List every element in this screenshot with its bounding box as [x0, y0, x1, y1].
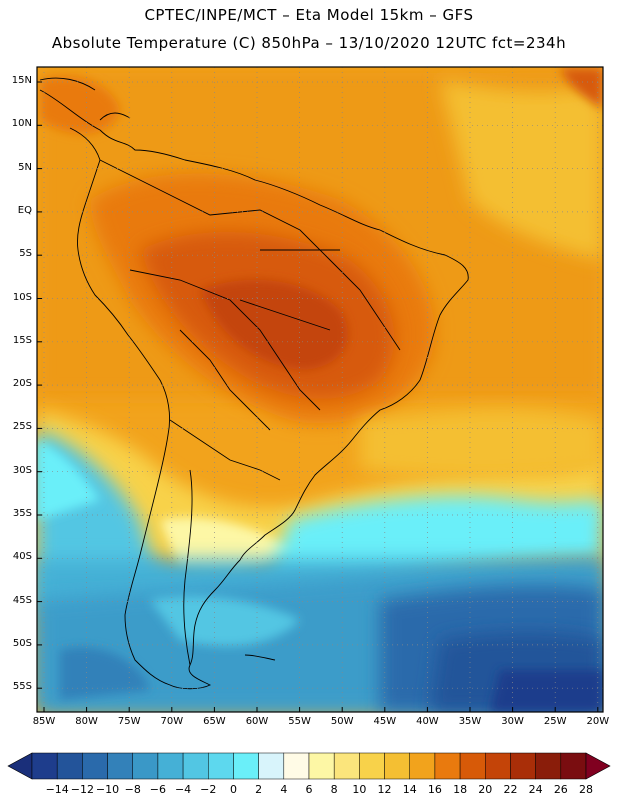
- lat-label: 35S: [12, 508, 32, 519]
- colorbar-label: 0: [229, 783, 237, 796]
- colorbar: [7, 752, 611, 780]
- colorbar-label: 14: [402, 783, 417, 796]
- colorbar-label: 20: [478, 783, 493, 796]
- colorbar-label: −14: [45, 783, 69, 796]
- colorbar-label: −12: [70, 783, 94, 796]
- lon-label: 20W: [586, 716, 610, 727]
- colorbar-cell: [283, 752, 310, 780]
- lon-label: 65W: [203, 716, 226, 727]
- lon-label: 85W: [32, 716, 56, 727]
- colorbar-cell: [31, 752, 58, 780]
- colorbar-label: 2: [255, 783, 263, 796]
- colorbar-cell: [510, 752, 536, 780]
- colorbar-label: 12: [377, 783, 392, 796]
- colorbar-cell: [434, 752, 461, 780]
- colorbar-cell: [233, 752, 259, 780]
- lon-label: 30W: [501, 716, 524, 727]
- lat-label: 15S: [12, 334, 32, 346]
- lat-label: 10S: [12, 291, 32, 303]
- lat-label: 55S: [12, 681, 32, 693]
- lat-label: 5N: [18, 161, 32, 173]
- colorbar-label: 26: [553, 783, 568, 796]
- colorbar-label: −10: [95, 783, 120, 796]
- colorbar-label: 16: [427, 783, 442, 796]
- colorbar-label: 24: [528, 783, 543, 796]
- colorbar-label: 8: [330, 783, 338, 796]
- chart-title-line1: CPTEC/INPE/MCT – Eta Model 15km – GFS: [144, 6, 474, 24]
- lon-label: 50W: [330, 716, 354, 727]
- lon-label: 55W: [288, 716, 311, 727]
- colorbar-cell: [535, 752, 562, 780]
- colorbar-cell: [258, 752, 285, 780]
- lat-label: 15N: [11, 75, 32, 86]
- colorbar-label: 28: [579, 783, 593, 796]
- lon-label: 45W: [373, 716, 397, 727]
- lat-label: 40S: [12, 551, 32, 563]
- lon-label: 80W: [75, 716, 98, 727]
- colorbar-label: −4: [174, 783, 192, 796]
- colorbar-cell: [359, 752, 385, 780]
- lat-label: 20S: [12, 378, 32, 390]
- lat-label: 10N: [11, 118, 32, 130]
- colorbar-label: 6: [305, 783, 313, 796]
- lon-label: 25W: [543, 716, 567, 727]
- colorbar-cell: [157, 752, 184, 780]
- colorbar-label: 4: [280, 783, 288, 796]
- lon-label: 35W: [458, 716, 482, 727]
- colorbar-cell: [56, 752, 83, 780]
- colorbar-cell: [409, 752, 436, 780]
- chart-title-line2: Absolute Temperature (C) 850hPa – 13/10/…: [51, 34, 567, 52]
- lon-label: 75W: [117, 716, 141, 727]
- lon-label: 70W: [160, 716, 184, 727]
- colorbar-label: −8: [124, 783, 141, 796]
- colorbar-cell: [485, 752, 511, 780]
- axis-ticks: [37, 81, 599, 712]
- colorbar-cell: [333, 752, 360, 780]
- colorbar-cell: [459, 752, 486, 780]
- lat-label: EQ: [17, 204, 32, 216]
- colorbar-cell: [182, 752, 209, 780]
- colorbar-label: −6: [149, 783, 167, 796]
- lat-label: 50S: [12, 637, 32, 649]
- colorbar-label: 22: [503, 783, 518, 796]
- colorbar-underflow-triangle: [7, 752, 33, 780]
- plot-frame: [36, 66, 604, 713]
- lat-label: 5S: [19, 248, 32, 260]
- colorbar-label: 10: [352, 783, 367, 796]
- coastlines: [39, 77, 469, 690]
- colorbar-cell: [107, 752, 133, 780]
- colorbar-label: 18: [453, 783, 468, 796]
- lat-label: 25S: [12, 421, 32, 433]
- colorbar-cell: [308, 752, 335, 780]
- colorbar-cell: [82, 752, 108, 780]
- lon-label: 40W: [416, 716, 439, 727]
- lon-label: 60W: [245, 716, 269, 727]
- colorbar-label: −2: [200, 783, 217, 796]
- colorbar-overflow-triangle: [585, 752, 611, 780]
- colorbar-cell: [208, 752, 234, 780]
- colorbar-cell: [132, 752, 159, 780]
- lat-label: 30S: [12, 464, 32, 476]
- colorbar-cell: [384, 752, 410, 780]
- colorbar-cell: [560, 752, 587, 780]
- lat-label: 45S: [12, 594, 32, 606]
- temperature-field: [37, 67, 603, 712]
